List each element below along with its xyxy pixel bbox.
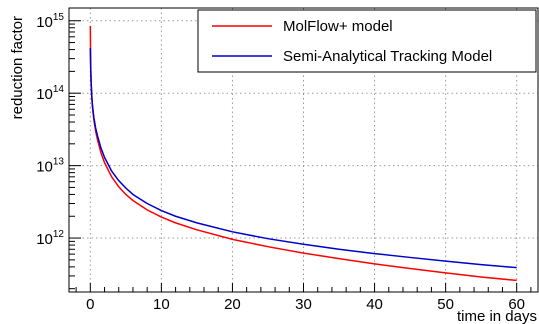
y-tick-exponent: 13: [53, 157, 65, 168]
x-tick-labels: 0 10 20 30 40 50 60: [86, 296, 525, 313]
legend-label-semi-analytical: Semi-Analytical Tracking Model: [283, 48, 492, 65]
x-tick-label: 40: [366, 296, 383, 313]
series-group: [89, 25, 517, 282]
axes: [69, 20, 532, 292]
y-tick-label: 1013: [36, 157, 64, 176]
x-tick-label: 50: [437, 296, 454, 313]
y-tick-base: 10: [36, 159, 53, 176]
y-axis-label: reduction factor: [9, 16, 26, 119]
y-tick-exponent: 12: [53, 229, 65, 240]
y-tick-base: 10: [36, 231, 53, 248]
y-tick-label: 1014: [36, 84, 64, 103]
plot-frame: [68, 7, 539, 293]
x-tick-label: 0: [86, 296, 94, 313]
y-tick-label: 1015: [36, 12, 64, 31]
x-tick-label: 30: [295, 296, 312, 313]
series-line-semi-analytical: [89, 48, 517, 269]
x-tick-label: 10: [153, 296, 170, 313]
y-tick-exponent: 15: [53, 12, 65, 23]
y-tick-base: 10: [36, 14, 53, 31]
x-tick-label: 20: [224, 296, 241, 313]
legend: MolFlow+ model Semi-Analytical Tracking …: [197, 9, 537, 73]
y-tick-label: 1012: [36, 229, 64, 248]
legend-box: [197, 9, 537, 73]
y-tick-base: 10: [36, 86, 53, 103]
legend-label-molflow: MolFlow+ model: [283, 18, 393, 35]
x-tick-label: 60: [508, 296, 525, 313]
y-tick-exponent: 14: [53, 84, 65, 95]
x-axis-label: time in days: [457, 308, 537, 324]
